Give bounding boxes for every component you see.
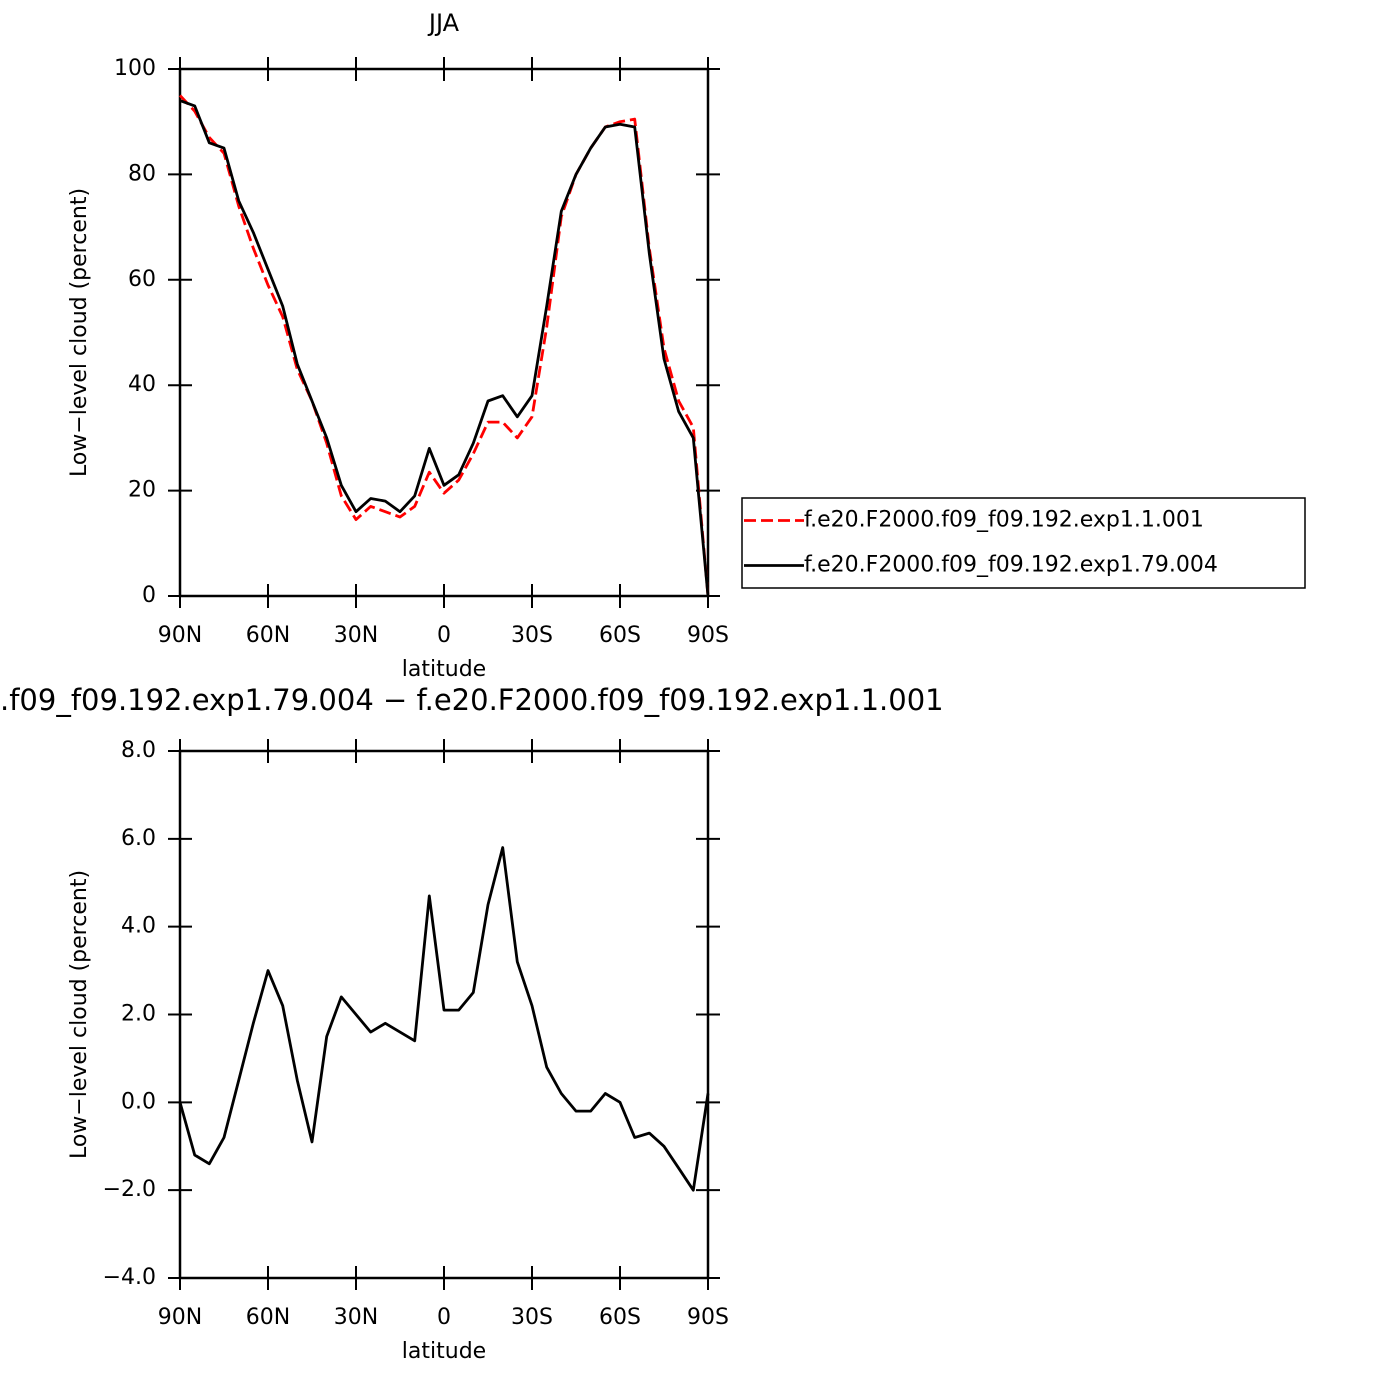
chart-title: JJA (427, 9, 460, 37)
plot-frame (178, 67, 710, 598)
series-line (179, 99, 710, 597)
y-tick-label: 40 (128, 372, 156, 397)
x-tick-label: 90N (158, 623, 202, 648)
x-tick-label: 90S (687, 1305, 729, 1330)
y-axis-label: Low−level cloud (percent) (67, 870, 92, 1159)
x-tick-label: 90N (158, 1305, 202, 1330)
y-tick-label: 100 (114, 56, 156, 81)
x-tick-label: 30N (334, 1305, 378, 1330)
x-axis-label: latitude (402, 657, 486, 682)
y-tick-label: 2.0 (121, 1002, 156, 1027)
x-tick-label: 30S (511, 1305, 553, 1330)
x-tick-label: 30N (334, 623, 378, 648)
x-tick-label: 30S (511, 623, 553, 648)
legend-label: f.e20.F2000.f09_f09.192.exp1.79.004 (804, 553, 1218, 578)
series-line (178, 846, 710, 1192)
y-tick-label: 4.0 (121, 914, 156, 939)
x-tick-label: 0 (437, 623, 451, 648)
x-tick-label: 60S (599, 1305, 641, 1330)
x-tick-label: 90S (687, 623, 729, 648)
plot-frame (178, 749, 710, 1280)
y-tick-label: 6.0 (121, 826, 156, 851)
y-tick-label: 8.0 (121, 738, 156, 763)
x-tick-label: 60N (246, 1305, 290, 1330)
y-tick-label: −2.0 (103, 1177, 156, 1202)
y-tick-label: 0 (142, 583, 156, 608)
series-line (178, 94, 710, 597)
x-tick-label: 60N (246, 623, 290, 648)
y-tick-label: 20 (128, 478, 156, 503)
x-tick-label: 60S (599, 623, 641, 648)
y-tick-label: 80 (128, 161, 156, 186)
legend-label: f.e20.F2000.f09_f09.192.exp1.1.001 (804, 508, 1204, 533)
x-axis-label: latitude (402, 1339, 486, 1364)
y-tick-label: 60 (128, 267, 156, 292)
y-tick-label: −4.0 (103, 1265, 156, 1290)
chart-title: .f09_f09.192.exp1.79.004 − f.e20.F2000.f… (0, 683, 944, 717)
x-tick-label: 0 (437, 1305, 451, 1330)
legend-box (741, 497, 1306, 589)
y-axis-label: Low−level cloud (percent) (67, 188, 92, 477)
y-tick-label: 0.0 (121, 1089, 156, 1114)
